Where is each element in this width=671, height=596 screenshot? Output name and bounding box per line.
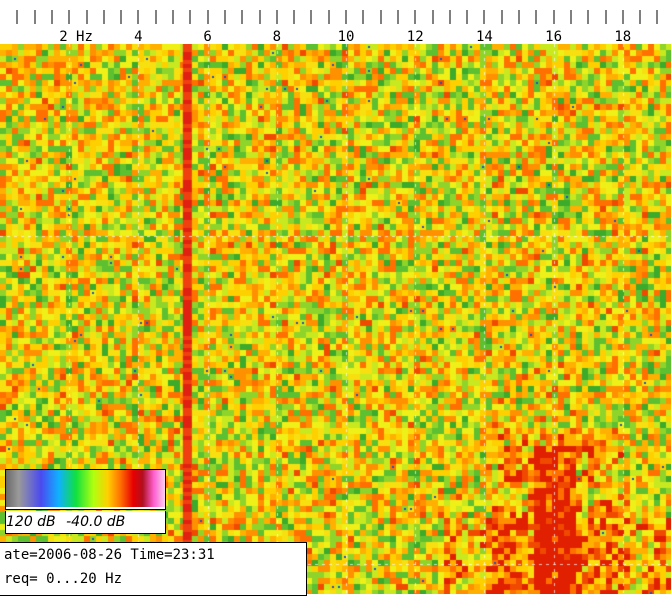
frequency-range-line: req= 0...20 Hz <box>4 571 123 587</box>
x-tick-label: 14 <box>476 29 493 44</box>
color-scale-legend <box>5 469 166 510</box>
x-tick-label: 16 <box>545 29 562 44</box>
frequency-axis: 2 Hz 4 6 8 10 12 14 16 18 <box>16 10 658 44</box>
color-scale-gradient <box>6 470 165 507</box>
color-scale-min-label: 120 dB <box>6 514 56 530</box>
color-scale-max-label: -40.0 dB <box>66 514 126 530</box>
x-tick-label: 10 <box>338 29 355 44</box>
x-tick-label: 4 <box>134 29 142 44</box>
x-tick-label: 12 <box>407 29 424 44</box>
x-tick-label: 8 <box>273 29 281 44</box>
frequency-ruler: 2 Hz 4 6 8 10 12 14 16 18 <box>0 0 671 44</box>
x-tick-label: 2 Hz <box>59 29 93 44</box>
x-tick-label: 18 <box>614 29 631 44</box>
x-tick-label: 6 <box>203 29 211 44</box>
color-scale-labels: 120 dB -40.0 dB <box>5 511 166 534</box>
date-time-line: ate=2006-08-26 Time=23:31 <box>4 547 215 563</box>
info-panel: ate=2006-08-26 Time=23:31 req= 0...20 Hz <box>0 542 307 596</box>
